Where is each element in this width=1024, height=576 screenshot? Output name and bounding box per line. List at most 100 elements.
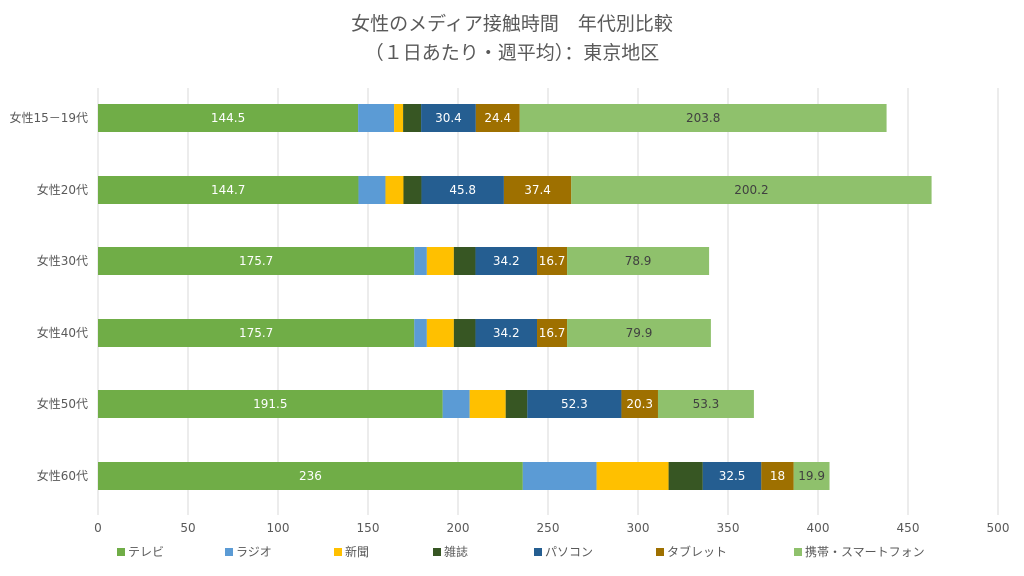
bar-segment bbox=[414, 247, 427, 275]
bar-segment bbox=[596, 462, 669, 490]
data-label: 78.9 bbox=[625, 254, 652, 268]
legend-swatch bbox=[794, 548, 802, 556]
bar-segment bbox=[469, 390, 506, 418]
bar-segment bbox=[358, 104, 395, 132]
bar-segment bbox=[98, 176, 359, 204]
bar-segment bbox=[358, 176, 386, 204]
data-label: 175.7 bbox=[239, 254, 273, 268]
legend-label: 雑誌 bbox=[444, 544, 468, 559]
data-label: 236 bbox=[299, 469, 322, 483]
bar-segment bbox=[421, 104, 476, 132]
bar-segment bbox=[537, 319, 568, 347]
data-label: 34.2 bbox=[493, 254, 520, 268]
x-tick-label: 300 bbox=[627, 521, 650, 535]
bar-segment bbox=[426, 319, 454, 347]
x-tick-label: 50 bbox=[180, 521, 195, 535]
bar-segment bbox=[657, 390, 754, 418]
data-label: 79.9 bbox=[626, 326, 653, 340]
category-label: 女性50代 bbox=[37, 396, 88, 411]
data-label: 24.4 bbox=[484, 111, 511, 125]
data-label: 45.8 bbox=[449, 183, 476, 197]
bar-segment bbox=[571, 176, 932, 204]
category-label: 女性30代 bbox=[37, 253, 88, 268]
legend-label: ラジオ bbox=[236, 545, 272, 559]
data-label: 34.2 bbox=[493, 326, 520, 340]
data-label: 16.7 bbox=[539, 254, 566, 268]
legend-swatch bbox=[433, 548, 441, 556]
x-tick-label: 0 bbox=[94, 521, 102, 535]
data-label: 20.3 bbox=[626, 397, 653, 411]
data-label: 52.3 bbox=[561, 397, 588, 411]
legend-swatch bbox=[117, 548, 125, 556]
x-tick-label: 100 bbox=[267, 521, 290, 535]
category-label: 女性40代 bbox=[37, 325, 88, 340]
data-labels: 144.5 30.4 24.4 203.8 144.7 45.8 37.4 200.2 175.… bbox=[211, 111, 825, 483]
bar-segment bbox=[537, 247, 568, 275]
legend-label: 携帯・スマートフォン bbox=[805, 544, 925, 559]
x-tick-label: 150 bbox=[357, 521, 380, 535]
x-tick-label: 350 bbox=[717, 521, 740, 535]
bar-segment bbox=[426, 247, 454, 275]
category-label: 女性60代 bbox=[37, 468, 88, 483]
chart-title: 女性のメディア接触時間 年代別比較 （１日あたり・週平均）：東京地区 bbox=[351, 13, 673, 64]
data-label: 19.9 bbox=[798, 469, 825, 483]
data-label: 32.5 bbox=[719, 469, 746, 483]
bars bbox=[98, 104, 932, 490]
bar-segment bbox=[403, 104, 422, 132]
x-tick-label: 200 bbox=[447, 521, 470, 535]
legend-label: タブレット bbox=[667, 544, 727, 559]
bar-segment bbox=[522, 462, 597, 490]
bar-segment bbox=[527, 390, 622, 418]
bar-segment bbox=[567, 247, 710, 275]
bar-segment bbox=[385, 176, 404, 204]
x-axis-ticks: 0 50 100 150 200 250 300 350 400 450 500 bbox=[94, 521, 1009, 535]
bar-segment bbox=[503, 176, 572, 204]
legend-swatch bbox=[656, 548, 664, 556]
data-label: 200.2 bbox=[734, 183, 768, 197]
bar-segment bbox=[98, 104, 359, 132]
x-tick-label: 500 bbox=[987, 521, 1010, 535]
x-tick-label: 450 bbox=[897, 521, 920, 535]
data-label: 203.8 bbox=[686, 111, 720, 125]
data-label: 30.4 bbox=[435, 111, 462, 125]
bar-segment bbox=[668, 462, 703, 490]
bar-segment bbox=[453, 247, 476, 275]
bar-segment bbox=[442, 390, 470, 418]
data-label: 175.7 bbox=[239, 326, 273, 340]
bar-segment bbox=[475, 104, 520, 132]
data-label: 18 bbox=[770, 469, 785, 483]
data-label: 191.5 bbox=[253, 397, 287, 411]
legend-label: 新聞 bbox=[345, 544, 369, 559]
legend-swatch bbox=[225, 548, 233, 556]
bar-segment bbox=[793, 462, 830, 490]
legend-swatch bbox=[534, 548, 542, 556]
data-label: 37.4 bbox=[524, 183, 551, 197]
data-label: 16.7 bbox=[539, 326, 566, 340]
bar-segment bbox=[761, 462, 794, 490]
bar-segment bbox=[567, 319, 711, 347]
bar-segment bbox=[475, 247, 538, 275]
bar-segment bbox=[403, 176, 422, 204]
chart-title-line: （１日あたり・週平均）：東京地区 bbox=[365, 42, 660, 64]
bar-segment bbox=[98, 319, 415, 347]
bar-segment bbox=[98, 390, 443, 418]
legend-label: テレビ bbox=[128, 545, 164, 559]
bar-segment bbox=[421, 176, 504, 204]
legend: テレビ ラジオ 新聞 雑誌 パソコン タブレット 携帯・スマートフォン bbox=[117, 544, 925, 559]
gridlines bbox=[97, 88, 999, 515]
bar-segment bbox=[475, 319, 538, 347]
chart-title-line: 女性のメディア接触時間 年代別比較 bbox=[351, 13, 673, 35]
bar-segment bbox=[621, 390, 658, 418]
x-tick-label: 400 bbox=[807, 521, 830, 535]
bar-segment bbox=[98, 462, 523, 490]
x-tick-label: 250 bbox=[537, 521, 560, 535]
bar-segment bbox=[414, 319, 427, 347]
bar-segment bbox=[519, 104, 887, 132]
data-label: 53.3 bbox=[693, 397, 720, 411]
data-label: 144.7 bbox=[211, 183, 245, 197]
bar-segment bbox=[505, 390, 528, 418]
category-label: 女性15－19代 bbox=[9, 110, 88, 125]
bar-segment bbox=[394, 104, 404, 132]
